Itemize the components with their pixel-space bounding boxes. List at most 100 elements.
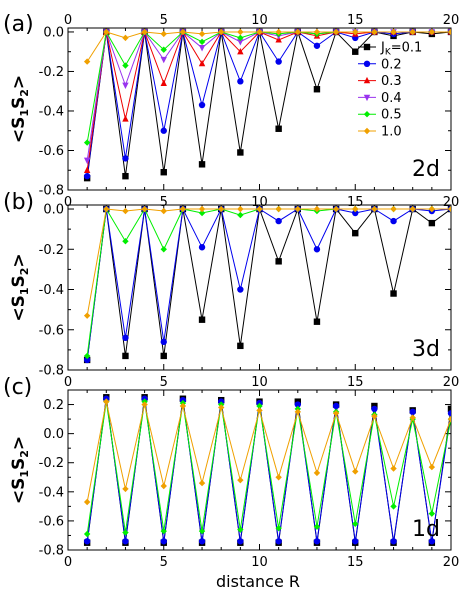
series-line-0.2 [86,207,451,360]
series-line-0.5 [86,401,451,535]
x-tick-label: 10 [251,555,268,570]
data-point-0.3 [198,59,206,67]
series-line-0.1 [86,207,451,360]
data-point-1.0 [275,205,282,213]
panel-letter: (a) [3,12,34,37]
data-point-0.5 [83,139,91,146]
y-axis-label-part: 2 [18,450,31,458]
data-point-0.3 [160,79,167,87]
data-point-0.5 [390,503,397,510]
y-axis-label-part: S [9,458,29,470]
data-point-1.0 [237,205,244,213]
data-point-0.1 [390,290,397,297]
data-point-0.2 [83,356,91,364]
data-point-1.0 [179,28,187,36]
x-tick-label: 15 [347,555,364,570]
data-point-1.0 [218,28,225,36]
y-axis-label-part: > [9,253,29,267]
data-point-0.2 [390,538,397,545]
y-axis-label-part: 2 [18,89,31,97]
data-point-1.0 [122,207,129,215]
data-point-0.2 [275,217,282,225]
data-point-0.5 [122,238,129,245]
data-point-0.4 [237,39,244,46]
data-point-1.0 [352,205,359,213]
data-point-1.0 [256,407,263,414]
data-point-0.2 [275,538,282,545]
data-point-0.5 [160,246,167,253]
data-point-1.0 [332,410,340,417]
data-point-0.2 [237,286,244,293]
data-point-0.1 [313,318,321,325]
legend-label-part: K [385,48,392,58]
y-tick-label: 0.0 [43,203,64,218]
data-point-1.0 [428,463,436,471]
data-point-0.5 [83,352,91,360]
legend-marker-1.0 [363,127,371,135]
legend-label-part: =0.1 [391,41,423,56]
x-tick-label: 20 [443,375,460,390]
data-point-0.5 [237,526,244,533]
data-point-0.1 [275,125,282,132]
y-tick-label: -0.8 [39,544,64,559]
data-point-1.0 [371,205,378,213]
data-point-0.1 [237,149,244,156]
data-point-0.1 [237,342,244,350]
y-axis-label: <S1S2> [9,436,31,504]
data-point-0.1 [352,48,359,55]
data-point-0.2 [160,538,167,545]
x-tick-label: 5 [160,195,168,210]
data-point-1.0 [352,28,359,36]
x-tick-label-top: 10 [251,13,268,28]
panel-a: 0 0 5 5 10 10 15 15 20 20 0.0 -0.2 -0.4 -0.6 -0.8 (a) 2d… [3,12,459,210]
panel-letter: (c) [3,375,32,400]
data-point-1.0 [218,404,225,411]
data-point-0.2 [122,538,129,545]
panel-c: 0 5 10 15 200.20.0-0.2-0.4-0.6-0.8(c)1d<S1S2… [3,375,459,570]
y-tick-label: -0.6 [39,144,64,159]
data-point-1.0 [237,476,244,484]
y-axis-label-part: 2 [18,268,31,276]
data-point-0.1 [160,352,167,360]
y-tick-label: -0.2 [39,65,64,80]
y-axis-label-part: 1 [18,470,31,478]
data-point-1.0 [352,468,359,475]
x-tick-label: 0 [64,555,72,570]
series-group [83,28,451,182]
data-point-1.0 [447,415,451,423]
data-point-0.5 [256,402,263,410]
data-point-1.0 [294,408,301,416]
data-point-0.2 [313,246,321,253]
y-tick-label: -0.6 [39,323,64,338]
data-point-0.2 [198,244,206,251]
data-point-1.0 [160,30,167,38]
data-point-0.4 [160,56,167,64]
data-point-1.0 [371,28,378,36]
data-point-0.2 [160,127,167,134]
plot-frame [67,204,452,371]
x-tick-label-top: 15 [347,13,364,28]
data-point-1.0 [237,28,244,36]
legend-label-0.2: 0.2 [381,57,402,72]
data-point-1.0 [179,402,187,410]
x-tick-label: 10 [251,375,268,390]
y-tick-label: -0.4 [39,104,64,119]
x-axis-label: distance R [216,572,300,591]
data-point-0.5 [198,527,206,535]
data-point-0.2 [313,42,321,49]
y-axis-label-part: <S [9,478,29,505]
data-point-1.0 [390,465,397,472]
legend-label-0.3: 0.3 [381,74,402,89]
data-point-0.5 [122,62,129,69]
data-point-0.5 [160,46,167,53]
x-tick-label-top: 5 [160,13,168,28]
data-point-1.0 [198,205,206,213]
data-point-1.0 [294,28,301,36]
data-point-0.2 [198,101,206,109]
series-line-1.0 [86,401,451,503]
data-point-0.2 [313,538,321,545]
panel-b: 0 5 10 15 200.0-0.2-0.4-0.6-0.8(b)3d<S1S2> [3,190,459,390]
data-point-1.0 [160,482,167,490]
x-tick-label: 20 [443,555,460,570]
data-point-1.0 [447,205,451,213]
